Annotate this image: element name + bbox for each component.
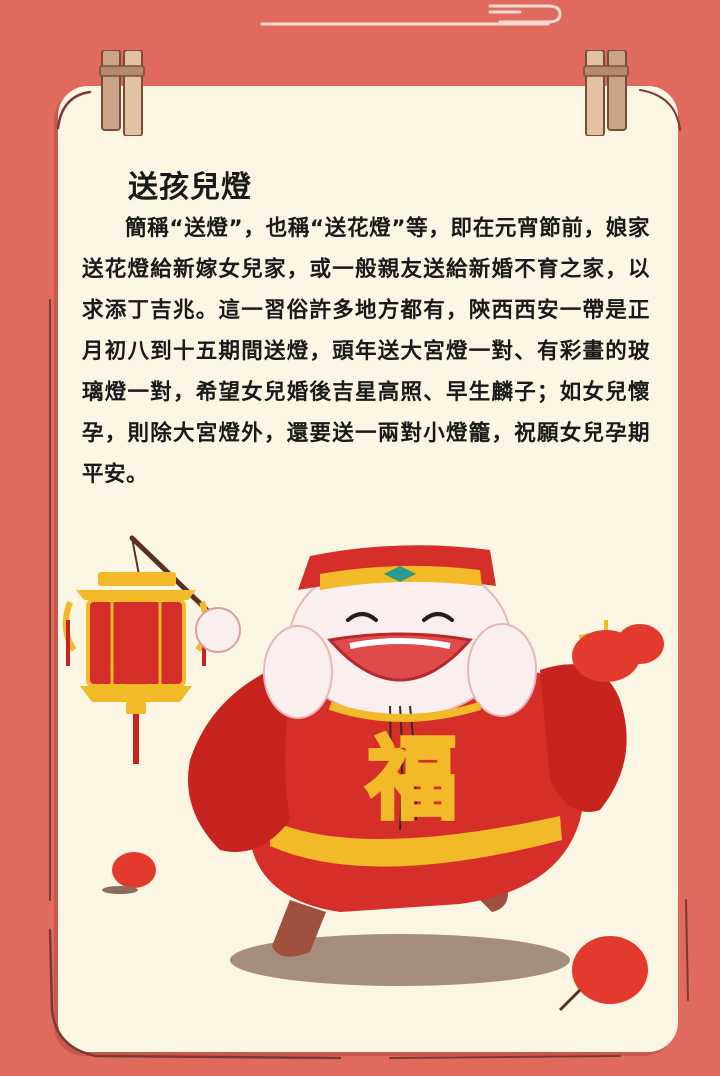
article-title: 送孩兒燈 — [128, 170, 252, 205]
god-of-fortune-illustration: 福 — [62, 535, 664, 1012]
palace-lantern — [62, 572, 210, 764]
paper-clip-right — [583, 50, 629, 136]
fortune-glyph: 福 — [366, 727, 457, 832]
paper-clip-left — [99, 50, 145, 136]
top-decoration — [260, 4, 562, 26]
article-body: 簡稱“送燈”，也稱“送花燈”等，即在元宵節前，娘家送花燈給新嫁女兒家，或一般親友… — [82, 216, 650, 487]
